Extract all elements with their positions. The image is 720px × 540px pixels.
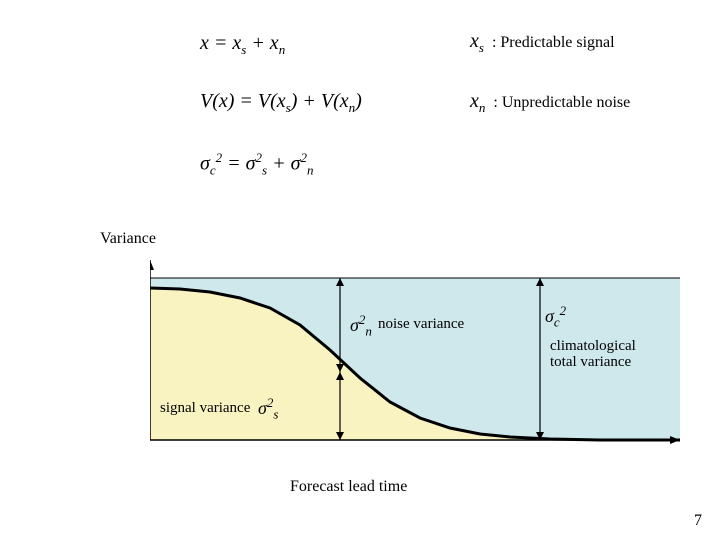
- legend-xs: xs : Predictable signal: [470, 30, 615, 56]
- xaxis-label: Forecast lead time: [290, 478, 407, 496]
- page-number: 7: [694, 512, 702, 530]
- legend-xn-text: : Unpredictable noise: [493, 94, 630, 111]
- legend-xs-text: : Predictable signal: [492, 34, 615, 51]
- sigma-n-label: σ2n: [350, 312, 372, 340]
- equation-1: x = xs + xn: [200, 32, 285, 58]
- noise-variance-label: noise variance: [378, 316, 464, 333]
- sigma-s-label: σ2s: [258, 395, 278, 423]
- legend-xn: xn : Unpredictable noise: [470, 90, 630, 116]
- signal-variance-label: signal variance: [160, 400, 250, 417]
- clim-label-1: climatological: [550, 338, 636, 355]
- equation-2: V(x) = V(xs) + V(xn): [200, 90, 362, 116]
- variance-chart: σ2n noise variance σc2 climatological to…: [150, 260, 680, 480]
- yaxis-label: Variance: [100, 230, 156, 248]
- equation-3: σc2 = σ2s + σ2n: [200, 150, 313, 179]
- sigma-c-label: σc2: [545, 303, 566, 331]
- legend-xs-symbol: xs: [470, 30, 484, 52]
- legend-xn-symbol: xn: [470, 90, 485, 112]
- clim-label-2: total variance: [550, 354, 631, 371]
